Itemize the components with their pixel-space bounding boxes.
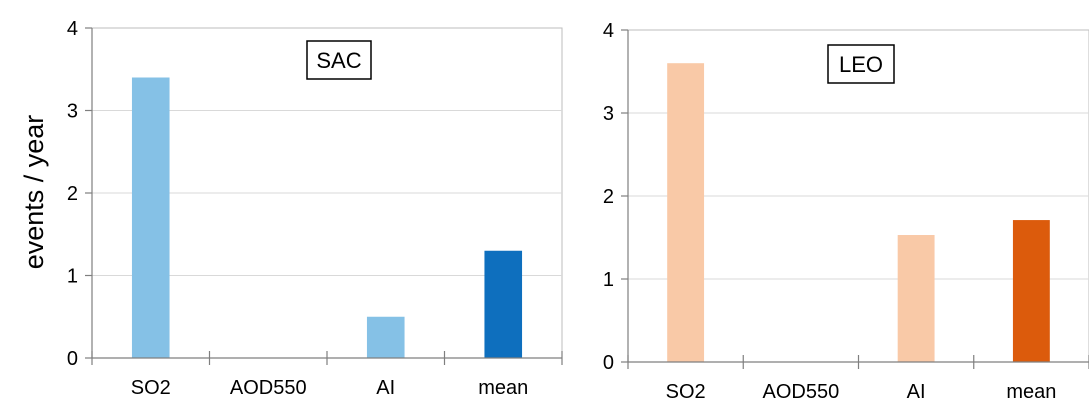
x-tick-label: AOD550: [230, 377, 307, 399]
panel-label: SAC: [316, 48, 361, 73]
bar-ai: [897, 235, 935, 362]
y-tick-label: 3: [67, 101, 78, 123]
panel-label-box: [827, 44, 895, 84]
y-tick-label: 2: [67, 183, 78, 205]
x-tick-label: mean: [478, 377, 528, 399]
y-tick-label: 2: [603, 186, 614, 208]
y-tick-label: 1: [603, 269, 614, 291]
x-tick-label: SO2: [666, 381, 706, 403]
bar-ai: [366, 316, 405, 358]
bar-mean: [1012, 220, 1050, 362]
x-tick-label: SO2: [131, 377, 171, 399]
y-axis-label: events / year: [19, 115, 49, 270]
x-tick-label: AI: [907, 381, 926, 403]
panel-label: LEO: [839, 52, 883, 77]
y-tick-label: 0: [67, 348, 78, 370]
chart-panel-leo: 0 1 2 3 4 SO2 AOD550 AI mean LEO: [603, 20, 1089, 403]
chart-panel-sac: 0 1 2 3 4 SO2 AOD550 AI mean SAC: [67, 18, 563, 399]
bar-so2: [131, 77, 170, 358]
y-tick-label: 1: [67, 266, 78, 288]
y-tick-label: 4: [603, 20, 614, 42]
bar-mean: [484, 250, 523, 358]
y-tick-label: 0: [603, 352, 614, 374]
x-tick-label: mean: [1006, 381, 1056, 403]
y-tick-label: 4: [67, 18, 78, 40]
bar-so2: [667, 63, 705, 362]
x-tick-label: AOD550: [763, 381, 840, 403]
x-tick-label: AI: [376, 377, 395, 399]
y-tick-label: 3: [603, 103, 614, 125]
panel-label-box: [306, 40, 372, 80]
